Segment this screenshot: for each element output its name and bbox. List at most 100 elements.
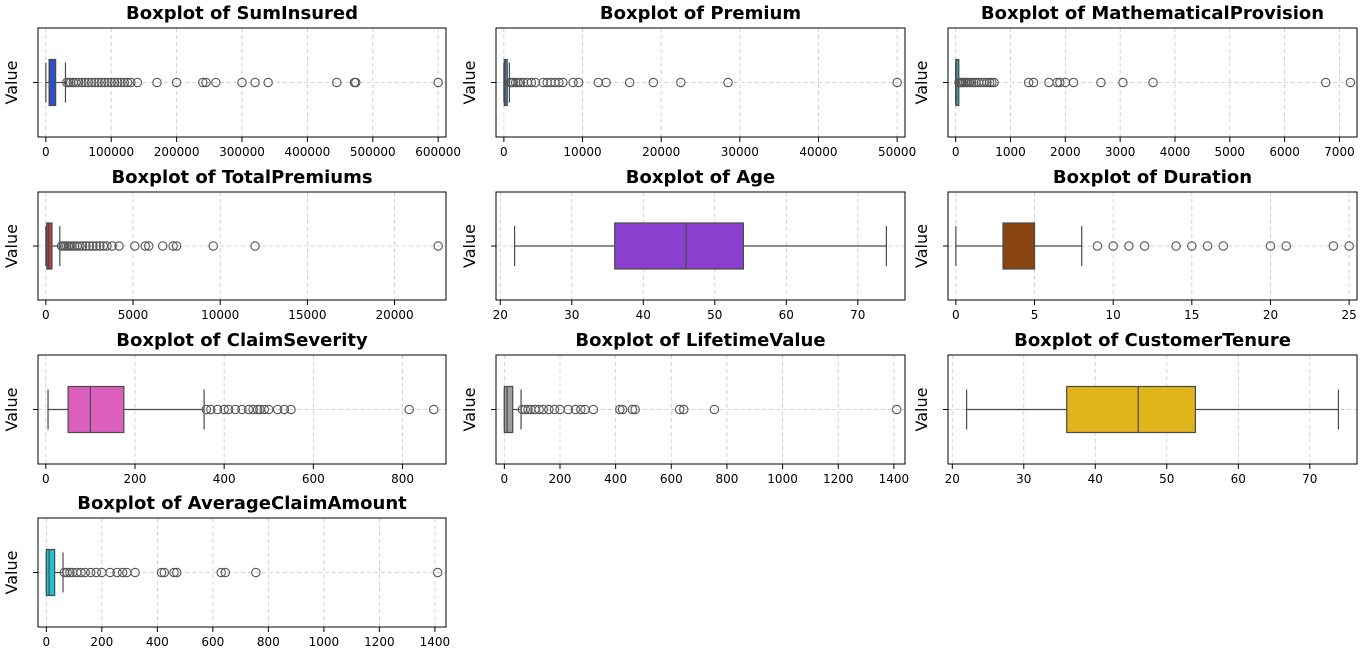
subplot-title: Boxplot of Duration [1053,167,1252,188]
x-tick-label: 0 [501,472,509,486]
x-tick-label: 500000 [350,145,396,159]
outlier-point [538,404,549,415]
x-tick-label: 70 [1302,472,1317,486]
x-tick-label: 20000 [642,145,680,159]
subplot-title: Boxplot of ClaimSeverity [116,330,368,351]
outlier-point [219,404,229,415]
x-tick-label: 2000 [1050,145,1081,159]
iqr-box [1066,385,1197,434]
outlier-point [526,77,537,88]
outlier-point [404,404,414,415]
outlier-point [433,77,443,88]
subplot-8: 20 30 40 50 60 70 Boxplot of CustomerTenure Val… [912,330,1358,486]
outlier-point [433,241,443,251]
outlier-point [112,567,122,578]
outlier-point [212,404,223,415]
outlier-point [1281,241,1291,251]
outlier-point [126,77,136,88]
outlier-point [220,567,231,578]
x-tick-label: 600 [660,472,683,486]
x-tick-label: 0 [43,635,51,649]
x-tick-label: 0 [952,308,960,322]
outlier-point [263,77,273,88]
outlier-point [81,241,91,251]
x-tick-label: 70 [850,308,865,322]
outlier-point [332,77,342,88]
outlier-point [75,241,85,251]
outlier-point [544,404,554,415]
outlier-point [286,404,296,415]
x-tick-label: 5000 [1215,145,1246,159]
outlier-point [1092,241,1103,251]
x-tick-label: 400 [213,472,236,486]
x-tick-label: 30 [1016,472,1031,486]
outlier-point [570,404,581,415]
outlier-point [95,241,105,251]
outlier-point [237,77,247,88]
x-tick-label: 0 [42,145,50,159]
outlier-point [169,567,179,578]
x-tick-label: 0 [42,308,50,322]
outlier-point [208,241,218,251]
x-tick-label: 0 [42,472,50,486]
outlier-point [513,77,523,88]
outlier-point [248,404,258,415]
subplot-title: Boxplot of MathematicalProvision [981,3,1324,24]
x-tick-label: 300000 [219,145,265,159]
outlier-point [1265,241,1276,251]
y-axis-label: Value [912,224,931,268]
iqr-box [67,385,125,434]
x-tick-label: 200 [124,472,147,486]
outlier-point [159,567,170,578]
outlier-point [250,77,260,88]
x-tick-label: 15000 [288,308,326,322]
outlier-point [71,77,81,88]
subplot-6: 0 200 400 600 800 Boxplot of ClaimSeverity Val… [2,330,447,486]
outlier-point [351,77,361,88]
outlier-point [77,77,87,88]
x-tick-label: 20 [945,472,960,486]
x-tick-label: 0 [500,145,508,159]
x-tick-label: 600 [201,635,224,649]
outlier-point [279,404,290,415]
outlier-point [116,77,126,88]
iqr-box [45,548,56,597]
outlier-point [989,77,999,88]
outlier-point [679,404,689,415]
outlier-point [1320,77,1331,88]
outlier-point [107,241,117,251]
outlier-point [563,404,574,415]
outlier-point [979,77,989,88]
x-tick-label: 1000 [995,145,1026,159]
y-axis-label: Value [2,224,21,268]
subplot-title: Boxplot of TotalPremiums [111,167,372,188]
outlier-point [83,77,94,88]
subplot-title: Boxplot of Age [626,167,775,188]
outlier-point [615,404,625,415]
outlier-point [168,241,178,251]
outlier-point [558,77,568,88]
outlier-point [648,77,659,88]
x-tick-label: 6000 [1269,145,1300,159]
outlier-point [113,77,123,88]
outlier-point [709,404,720,415]
outlier-point [156,567,167,578]
outlier-point [172,567,182,578]
x-tick-label: 30000 [721,145,759,159]
outlier-point [90,77,100,88]
outlier-point [892,77,902,88]
outlier-point [132,77,143,88]
y-axis-label: Value [2,388,21,432]
outlier-point [103,77,113,88]
outlier-point [259,404,270,415]
x-tick-label: 50 [707,308,722,322]
outlier-point [106,77,116,88]
x-tick-label: 25 [1341,308,1356,322]
outlier-point [1055,77,1065,88]
outlier-point [73,77,84,88]
x-tick-label: 200 [549,472,572,486]
outlier-point [520,404,530,415]
subplot-title: Boxplot of SumInsured [126,3,358,24]
outlier-point [1171,241,1181,251]
